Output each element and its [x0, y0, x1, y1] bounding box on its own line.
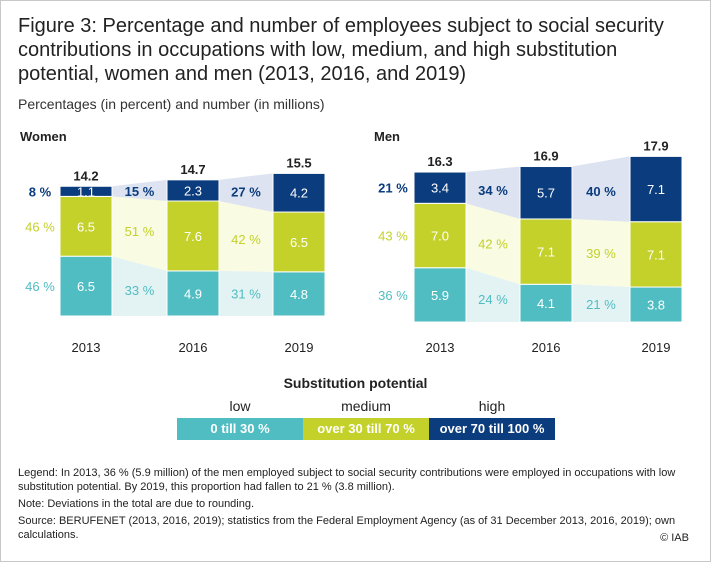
men-value-label-2019-low: 3.8 — [647, 298, 665, 313]
men-panel-title: Men — [374, 129, 400, 144]
men-year-label-2019: 2019 — [642, 340, 671, 355]
men-band-high-2013-2016 — [466, 166, 520, 219]
men-bar-2016-high — [519, 166, 573, 220]
legend-swatch-high: over 70 till 100 % — [429, 418, 555, 440]
men-share-label-2019-high: 40 % — [586, 184, 616, 199]
women-total-label-2013: 14.2 — [73, 168, 98, 183]
legend-title: Substitution potential — [283, 375, 428, 391]
men-value-label-2016-medium: 7.1 — [537, 245, 555, 260]
women-share-label-2019-low: 31 % — [231, 287, 261, 302]
men-value-label-2016-high: 5.7 — [537, 186, 555, 201]
women-band-low-2013-2016 — [112, 256, 167, 316]
women-value-label-2016-high: 2.3 — [184, 183, 202, 198]
women-value-label-2013-low: 6.5 — [77, 279, 95, 294]
women-value-label-2019-high: 4.2 — [290, 186, 308, 201]
legend-note: Legend: In 2013, 36 % (5.9 million) of t… — [18, 467, 676, 493]
women-value-label-2013-medium: 6.5 — [77, 219, 95, 234]
men-share-label-2013-medium: 43 % — [378, 229, 408, 244]
men-bar-2019-low — [629, 286, 683, 323]
women-bar-2016-low — [166, 270, 220, 317]
men-bar-2016-low — [519, 283, 573, 323]
legend-item-medium: medium over 30 till 70 % — [303, 398, 429, 440]
legend-swatch-low: 0 till 30 % — [177, 418, 303, 440]
women-year-label-2016: 2016 — [179, 340, 208, 355]
women-value-label-2019-medium: 6.5 — [290, 235, 308, 250]
legend-swatch-medium: over 30 till 70 % — [303, 418, 429, 440]
legend-item-high: high over 70 till 100 % — [429, 398, 555, 440]
legend-head-low: low — [229, 398, 251, 414]
women-band-medium-2016-2019 — [219, 201, 273, 272]
men-total-label-2019: 17.9 — [643, 138, 668, 153]
women-total-label-2016: 14.7 — [180, 162, 205, 177]
men-share-label-2019-low: 21 % — [586, 297, 616, 312]
men-band-medium-2013-2016 — [466, 203, 520, 285]
men-value-label-2019-medium: 7.1 — [647, 247, 665, 262]
women-year-label-2013: 2013 — [72, 340, 101, 355]
women-band-high-2013-2016 — [112, 179, 167, 201]
men-share-label-2016-low: 24 % — [478, 292, 508, 307]
women-value-label-2019-low: 4.8 — [290, 287, 308, 302]
women-bar-2019-low — [272, 271, 326, 317]
figure-notes: Legend: In 2013, 36 % (5.9 million) of t… — [18, 466, 698, 545]
men-share-label-2013-high: 21 % — [378, 181, 408, 196]
women-bar-2019-medium — [272, 211, 326, 273]
men-share-label-2019-medium: 39 % — [586, 246, 616, 261]
women-value-label-2016-low: 4.9 — [184, 286, 202, 301]
men-value-label-2013-medium: 7.0 — [431, 229, 449, 244]
women-share-label-2019-medium: 42 % — [231, 232, 261, 247]
women-share-label-2013-medium: 46 % — [25, 219, 55, 234]
women-value-label-2013-high: 1.1 — [77, 184, 95, 199]
women-year-label-2019: 2019 — [285, 340, 314, 355]
women-share-label-2019-high: 27 % — [231, 185, 261, 200]
source-note: Source: BERUFENET (2013, 2016, 2019); st… — [18, 515, 676, 541]
men-total-label-2016: 16.9 — [533, 149, 558, 164]
women-share-label-2016-high: 15 % — [125, 184, 155, 199]
women-bar-2019-high — [272, 172, 326, 213]
women-share-label-2013-high: 8 % — [29, 184, 52, 199]
legend-item-low: low 0 till 30 % — [177, 398, 303, 440]
women-value-label-2016-medium: 7.6 — [184, 229, 202, 244]
men-value-label-2019-high: 7.1 — [647, 182, 665, 197]
figure-subtitle: Percentages (in percent) and number (in … — [18, 96, 325, 112]
men-share-label-2016-medium: 42 % — [478, 237, 508, 252]
men-value-label-2016-low: 4.1 — [537, 296, 555, 311]
men-bar-2019-medium — [629, 221, 683, 288]
men-bar-2013-high — [413, 171, 467, 204]
women-bar-2016-high — [166, 179, 220, 202]
men-band-medium-2016-2019 — [572, 218, 630, 288]
men-value-label-2013-high: 3.4 — [431, 181, 449, 196]
women-share-label-2016-low: 33 % — [125, 283, 155, 298]
legend-head-high: high — [478, 398, 506, 414]
women-band-low-2016-2019 — [219, 270, 273, 316]
women-panel-title: Women — [20, 129, 67, 144]
women-total-label-2019: 15.5 — [286, 155, 311, 170]
women-share-label-2013-low: 46 % — [25, 279, 55, 294]
men-band-low-2013-2016 — [466, 267, 520, 322]
women-band-high-2016-2019 — [219, 173, 273, 213]
men-share-label-2016-high: 34 % — [478, 183, 508, 198]
men-band-high-2016-2019 — [572, 156, 630, 222]
women-share-label-2016-medium: 51 % — [125, 224, 155, 239]
women-band-medium-2013-2016 — [112, 196, 167, 271]
men-year-label-2016: 2016 — [532, 340, 561, 355]
stacked-bar-charts: Women 6.5 6.5 1.114.2 2013 4.9 7.6 2.3 14.7 2016 4… — [20, 129, 683, 355]
men-band-low-2016-2019 — [572, 284, 630, 322]
women-bar-2013-high — [59, 185, 113, 197]
men-share-label-2013-low: 36 % — [378, 288, 408, 303]
men-bar-2013-low — [413, 267, 467, 323]
rounding-note: Note: Deviations in the total are due to… — [18, 498, 255, 510]
copyright: © IAB — [660, 532, 689, 544]
legend-head-medium: medium — [341, 398, 391, 414]
men-bar-2019-high — [629, 155, 683, 223]
men-total-label-2013: 16.3 — [427, 154, 452, 169]
figure-title: Figure 3: Percentage and number of emplo… — [18, 15, 664, 85]
men-year-label-2013: 2013 — [426, 340, 455, 355]
men-value-label-2013-low: 5.9 — [431, 288, 449, 303]
